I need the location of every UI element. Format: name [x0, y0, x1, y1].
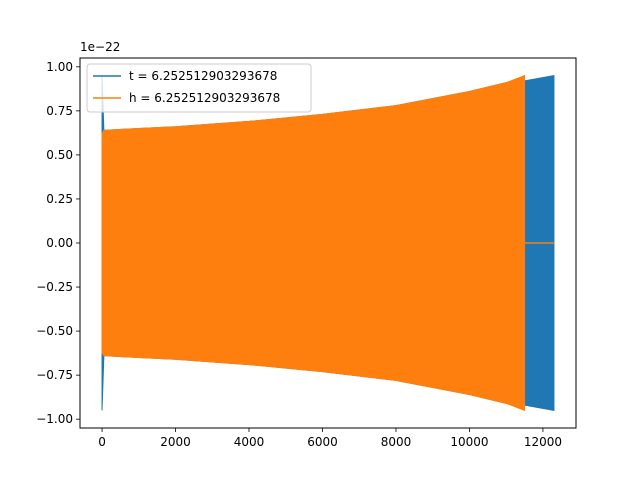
x-tick-label: 8000 — [381, 435, 412, 449]
y-tick-label: −0.75 — [36, 368, 73, 382]
x-tick-label: 10000 — [450, 435, 488, 449]
legend: t = 6.252512903293678 h = 6.252512903293… — [86, 63, 312, 113]
x-tick-label: 0 — [98, 435, 106, 449]
y-tick-label: 1.00 — [46, 60, 73, 74]
x-tick-label: 6000 — [307, 435, 338, 449]
x-tick-label: 4000 — [234, 435, 265, 449]
y-axis: 1.00 0.75 0.50 0.25 0.00 −0.25 −0.50 −0.75 −1.00 — [36, 60, 80, 426]
y-tick-label: −0.50 — [36, 324, 73, 338]
y-tick-label: 0.50 — [46, 148, 73, 162]
y-offset-label: 1e−22 — [80, 40, 120, 54]
series-h-band — [101, 74, 526, 412]
legend-label-t: t = 6.252512903293678 — [129, 69, 277, 83]
y-tick-label: 0.75 — [46, 104, 73, 118]
y-tick-label: −1.00 — [36, 412, 73, 426]
legend-box — [86, 63, 312, 113]
y-tick-label: −0.25 — [36, 280, 73, 294]
x-tick-label: 12000 — [524, 435, 562, 449]
legend-label-h: h = 6.252512903293678 — [129, 91, 280, 105]
x-axis: 0 2000 4000 6000 8000 10000 12000 — [98, 428, 562, 449]
y-tick-label: 0.00 — [46, 236, 73, 250]
series-layer — [101, 74, 555, 412]
x-tick-label: 2000 — [160, 435, 191, 449]
y-tick-label: 0.25 — [46, 192, 73, 206]
